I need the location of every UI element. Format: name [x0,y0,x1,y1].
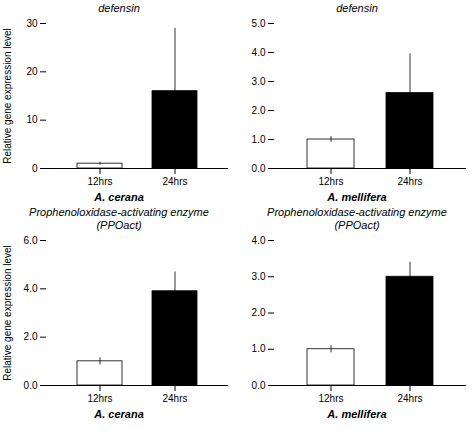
html-text:Prophenoloxidase-activating en: Prophenoloxidase-activating enzyme (PPOa… [267,206,447,231]
svg-text:4.0: 4.0 [24,283,38,294]
svg-text:Relative gene expression level: Relative gene expression level [2,28,13,164]
svg-text:2.0: 2.0 [252,105,266,116]
svg-text:1.0: 1.0 [252,343,266,354]
svg-text:30: 30 [26,18,38,29]
svg-text:4.0: 4.0 [252,47,266,58]
svg-text:Relative gene expression level: Relative gene expression level [2,245,13,381]
svg-text:24hrs: 24hrs [397,176,422,187]
svg-text:10: 10 [26,114,38,125]
svg-text:12hrs: 12hrs [318,393,343,404]
svg-text:0: 0 [32,163,38,174]
svg-text:3.0: 3.0 [252,76,266,87]
svg-text:1.0: 1.0 [252,134,266,145]
svg-text:2.0: 2.0 [252,307,266,318]
svg-text:0.0: 0.0 [252,163,266,174]
html-text:A. cerana: A. cerana [94,408,144,420]
svg-text:6.0: 6.0 [24,235,38,246]
html-text:defensin: defensin [98,2,140,14]
html-text:Prophenoloxidase-activating en: Prophenoloxidase-activating enzyme (PPOa… [29,206,209,231]
svg-text:12hrs: 12hrs [318,176,343,187]
svg-text:4.0: 4.0 [252,235,266,246]
html-text:A. mellifera: A. mellifera [327,191,387,203]
html-text:A. mellifera: A. mellifera [327,408,387,420]
svg-text:2.0: 2.0 [24,331,38,342]
svg-text:12hrs: 12hrs [87,176,112,187]
svg-text:5.0: 5.0 [252,18,266,29]
html-text:A. cerana: A. cerana [94,191,144,203]
html-text:defensin: defensin [336,2,378,14]
svg-text:24hrs: 24hrs [162,176,187,187]
svg-text:24hrs: 24hrs [162,393,187,404]
svg-text:0.0: 0.0 [252,380,266,391]
svg-text:0.0: 0.0 [24,380,38,391]
svg-text:3.0: 3.0 [252,271,266,282]
svg-text:20: 20 [26,66,38,77]
svg-text:12hrs: 12hrs [87,393,112,404]
svg-text:24hrs: 24hrs [397,393,422,404]
